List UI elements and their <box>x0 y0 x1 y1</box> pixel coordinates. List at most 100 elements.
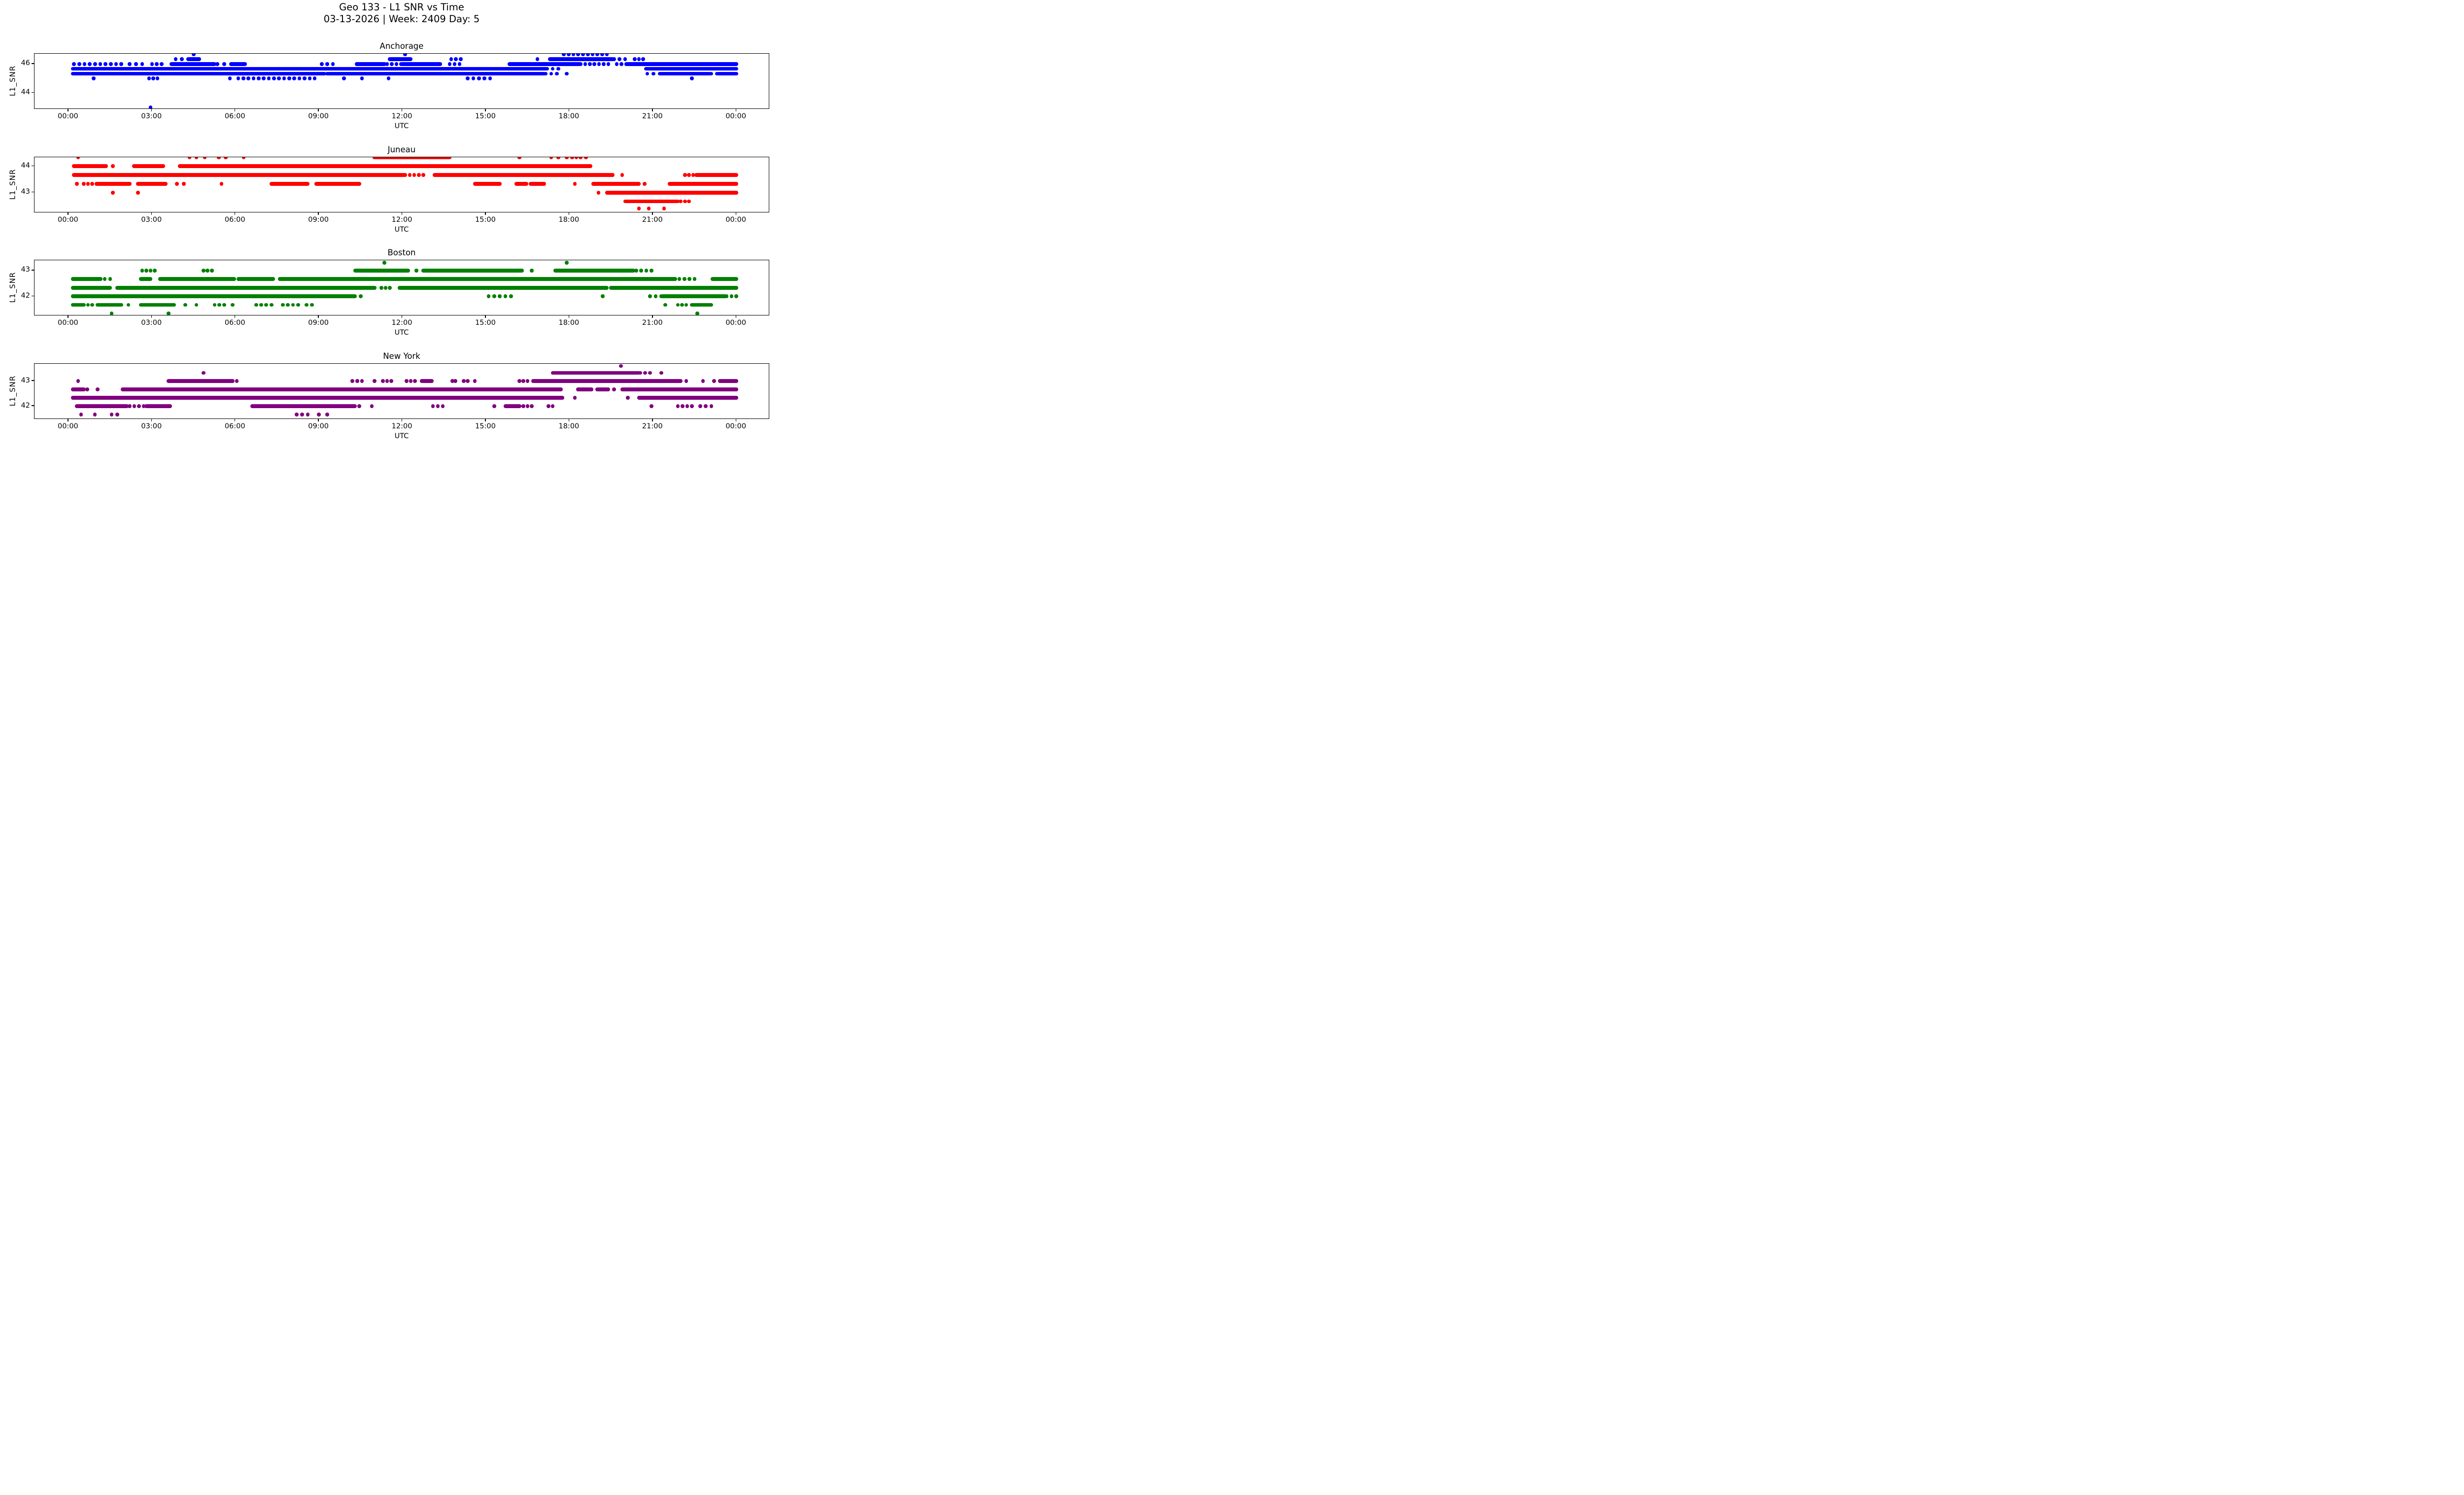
plot-area-juneau <box>34 157 769 212</box>
scatter-point <box>292 76 297 80</box>
x-tick-label: 09:00 <box>308 216 329 224</box>
x-tick-label: 21:00 <box>642 216 663 224</box>
scatter-point <box>360 379 364 383</box>
scatter-segment <box>236 277 275 281</box>
scatter-point <box>236 76 240 80</box>
scatter-point <box>619 364 623 368</box>
x-tick-label: 00:00 <box>725 319 747 327</box>
scatter-point <box>312 76 317 80</box>
scatter-point <box>653 294 658 299</box>
scatter-point <box>544 71 548 76</box>
scatter-point <box>466 76 470 80</box>
scatter-point <box>712 379 716 383</box>
scatter-point <box>173 57 178 61</box>
y-tick-label: 43 <box>21 188 30 196</box>
scatter-point <box>373 379 376 383</box>
scatter-segment <box>250 404 357 408</box>
scatter-point <box>277 76 281 80</box>
scatter-point <box>626 396 630 400</box>
scatter-point <box>637 57 641 61</box>
scatter-segment <box>121 387 563 391</box>
scatter-point <box>650 269 653 273</box>
scatter-point <box>547 404 550 408</box>
scatter-point <box>136 190 140 195</box>
scatter-segment <box>637 396 739 400</box>
scatter-point <box>86 303 90 307</box>
scatter-point <box>482 76 486 80</box>
scatter-segment <box>70 387 86 391</box>
scatter-point <box>525 404 530 408</box>
scatter-point <box>282 76 286 80</box>
scatter-point <box>606 62 611 66</box>
scatter-point <box>205 269 210 273</box>
scatter-point <box>549 157 553 160</box>
x-tick-label: 15:00 <box>475 112 496 120</box>
scatter-segment <box>716 71 739 76</box>
x-tick-mark <box>151 315 152 318</box>
scatter-point <box>452 62 457 66</box>
scatter-point <box>597 62 601 66</box>
subplot-juneau: Juneau L1_SNR UTC 44 43 00:00 03:00 06:00 09:… <box>8 145 769 234</box>
scatter-point <box>454 57 458 61</box>
scatter-point <box>620 173 624 177</box>
scatter-point <box>583 62 587 66</box>
scatter-point <box>550 67 555 71</box>
scatter-segment <box>508 62 581 66</box>
scatter-point <box>381 379 385 383</box>
scatter-point <box>403 54 407 56</box>
scatter-point <box>300 413 305 417</box>
x-tick-label: 06:00 <box>224 216 245 224</box>
scatter-segment <box>136 182 168 186</box>
scatter-segment <box>138 303 176 307</box>
scatter-point <box>634 269 638 273</box>
scatter-point <box>148 105 153 108</box>
scatter-point <box>160 62 164 66</box>
scatter-point <box>150 62 154 66</box>
scatter-point <box>692 277 697 281</box>
scatter-point <box>93 413 97 417</box>
scatter-point <box>389 379 393 383</box>
scatter-segment <box>353 269 410 273</box>
x-tick-label: 00:00 <box>57 319 78 327</box>
scatter-point <box>486 294 491 299</box>
figure-title: Geo 133 - L1 SNR vs Time 03-13-2026 | We… <box>34 1 769 25</box>
scatter-point <box>194 157 199 160</box>
scatter-point <box>408 173 412 177</box>
scatter-segment <box>354 62 386 66</box>
scatter-point <box>681 404 684 408</box>
scatter-point <box>325 62 329 66</box>
scatter-point <box>342 76 346 80</box>
subplot-boston: Boston L1_SNR UTC 43 42 00:00 03:00 06:00 09:… <box>8 248 769 337</box>
scatter-segment <box>70 396 565 400</box>
y-tick-label: 46 <box>21 59 30 68</box>
scatter-point <box>385 62 389 66</box>
scatter-segment <box>514 182 528 186</box>
scatter-point <box>155 62 159 66</box>
scatter-point <box>241 157 246 160</box>
scatter-point <box>466 379 470 383</box>
subplot-title-anchorage: Anchorage <box>379 41 424 51</box>
scatter-point <box>525 379 530 383</box>
subplot-new-york: New York L1_SNR UTC 43 42 00:00 03:00 06:00 0… <box>8 351 769 440</box>
scatter-point <box>201 269 205 273</box>
scatter-point <box>141 404 146 408</box>
scatter-segment <box>596 387 611 391</box>
scatter-segment <box>229 62 247 66</box>
scatter-point <box>521 404 525 408</box>
scatter-segment <box>718 379 739 383</box>
scatter-point <box>639 269 644 273</box>
x-tick-label: 00:00 <box>57 216 78 224</box>
scatter-point <box>685 404 689 408</box>
scatter-point <box>679 199 683 204</box>
x-axis-label: UTC <box>394 122 409 130</box>
scatter-point <box>228 76 232 80</box>
scatter-segment <box>70 303 84 307</box>
x-tick-mark <box>151 212 152 215</box>
scatter-segment <box>70 277 103 281</box>
scatter-point <box>564 261 569 265</box>
scatter-point <box>132 404 137 408</box>
y-tick-mark <box>32 405 34 406</box>
scatter-point <box>409 379 413 383</box>
scatter-point <box>550 404 555 408</box>
scatter-point <box>492 404 496 408</box>
